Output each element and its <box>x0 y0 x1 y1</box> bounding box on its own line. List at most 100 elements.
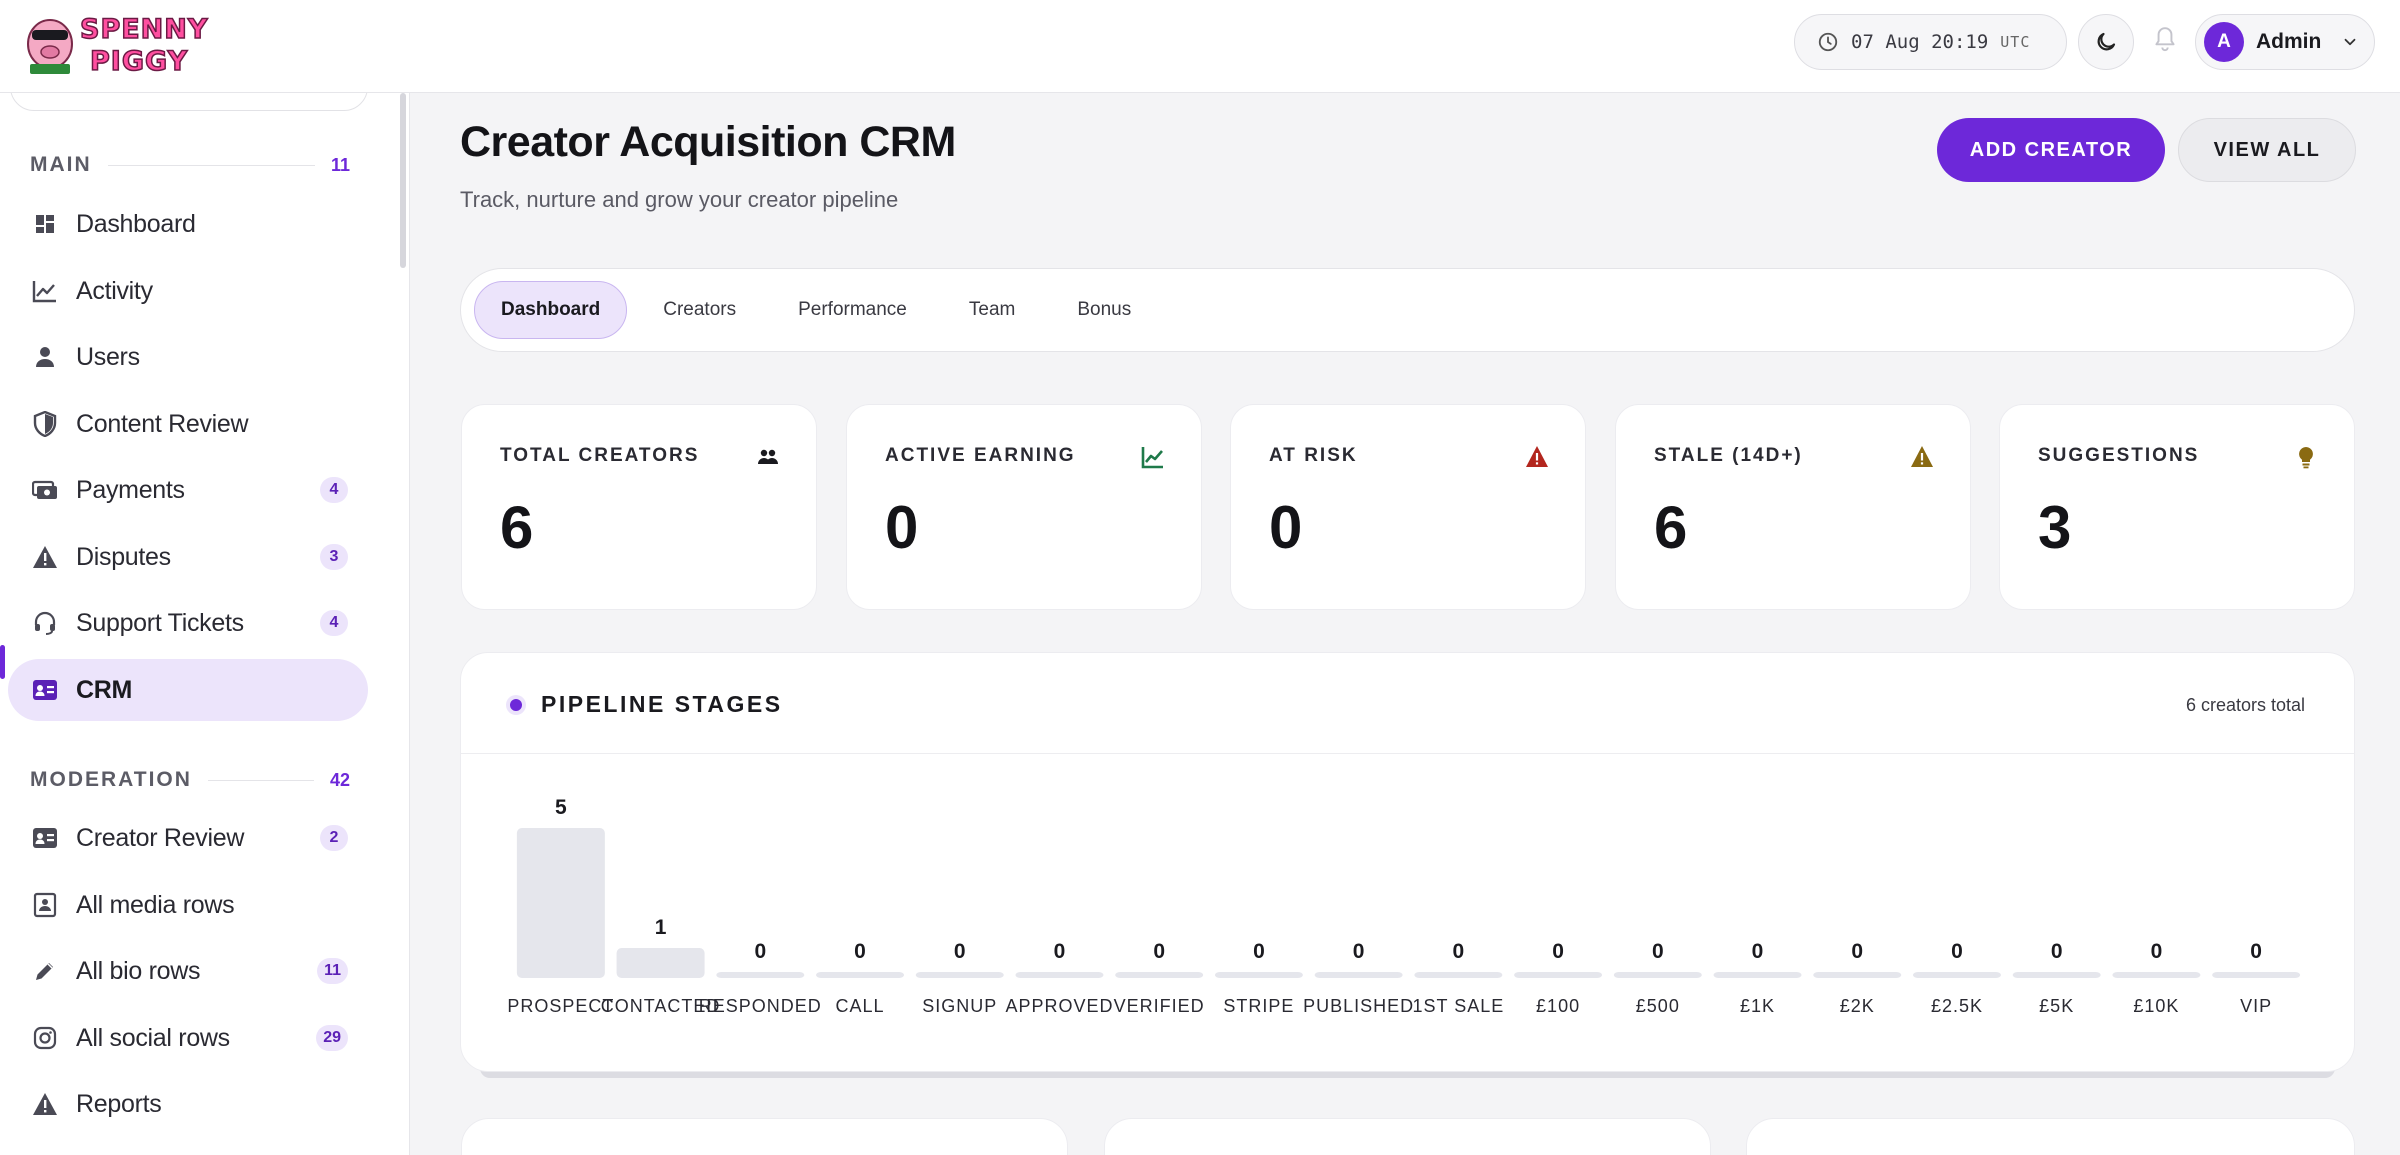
sidebar-item-creator-review[interactable]: Creator Review 2 <box>8 807 368 869</box>
clock-icon <box>1818 32 1838 52</box>
sidebar-item-reports[interactable]: Reports <box>8 1073 368 1135</box>
pipeline-bar-value: 0 <box>854 940 866 963</box>
count-badge: 4 <box>320 477 348 503</box>
pipeline-chart: 5 PROSPECT 1 CONTACTED 0 RESPONDED 0 CALL 0 SIGNU… <box>507 796 2301 1016</box>
section-count: 11 <box>330 154 350 175</box>
stat-label: SUGGESTIONS <box>2038 445 2200 466</box>
section-divider <box>207 779 314 781</box>
pipeline-bar-value: 0 <box>954 940 966 963</box>
pipeline-bar <box>716 972 805 978</box>
pipeline-stage-label: SIGNUP <box>922 996 997 1016</box>
sidebar-item-label: Content Review <box>76 409 249 438</box>
pipeline-stage-label: RESPONDED <box>699 996 822 1016</box>
page-subtitle: Track, nurture and grow your creator pip… <box>460 187 899 212</box>
pipeline-bar-value: 0 <box>1552 940 1564 963</box>
pipeline-bar <box>1713 972 1802 978</box>
sidebar-scrollbar[interactable] <box>400 93 406 268</box>
activity-icon <box>30 276 60 306</box>
pipeline-divider <box>461 753 2354 754</box>
warning-icon <box>1526 446 1548 467</box>
stat-value: 0 <box>885 494 919 561</box>
sidebar-item-payments[interactable]: Payments 4 <box>8 459 368 521</box>
pipeline-bar-value: 1 <box>655 916 667 939</box>
sidebar-item-all-social-rows[interactable]: All social rows 29 <box>8 1007 368 1069</box>
pipeline-stage-label: APPROVED <box>1005 996 1113 1016</box>
svg-text:PIGGY: PIGGY <box>90 46 188 76</box>
user-menu[interactable]: A Admin <box>2195 14 2375 70</box>
pipeline-bar-value: 0 <box>2250 940 2262 963</box>
pipeline-bar <box>1912 972 2001 978</box>
stat-value: 0 <box>1269 494 1303 561</box>
pipeline-bar <box>516 828 605 978</box>
pipeline-stage-label: 1ST SALE <box>1413 996 1505 1016</box>
stat-value: 6 <box>500 494 534 561</box>
stat-value: 6 <box>1654 494 1688 561</box>
section-title: MAIN <box>30 153 92 176</box>
sidebar-item-support-tickets[interactable]: Support Tickets 4 <box>8 592 368 654</box>
view-all-button[interactable]: VIEW ALL <box>2178 118 2356 182</box>
sidebar-item-all-media-rows[interactable]: All media rows <box>8 874 368 936</box>
users-icon <box>758 449 778 464</box>
pipeline-bar-value: 0 <box>1054 940 1066 963</box>
sidebar-item-content-review[interactable]: Content Review <box>8 393 368 455</box>
user-icon <box>30 342 60 372</box>
add-creator-button[interactable]: ADD CREATOR <box>1937 118 2165 182</box>
sidebar-item-label: CRM <box>76 675 133 704</box>
stat-label: ACTIVE EARNING <box>885 445 1076 466</box>
count-badge: 3 <box>320 544 348 570</box>
pencil-icon <box>30 956 60 986</box>
pipeline-dot <box>510 699 522 711</box>
pipeline-stage-label: £100 <box>1536 996 1580 1016</box>
sidebar-item-label: Disputes <box>76 542 171 571</box>
pipeline-bar-value: 0 <box>1851 940 1863 963</box>
notifications-button[interactable] <box>2147 18 2183 62</box>
sidebar-item-disputes[interactable]: Disputes 3 <box>8 526 368 588</box>
tab-performance[interactable]: Performance <box>798 299 907 320</box>
pipeline-bar-value: 0 <box>1353 940 1365 963</box>
pipeline-bar-value: 0 <box>1453 940 1465 963</box>
stat-label: TOTAL CREATORS <box>500 445 700 466</box>
utc-clock: 07 Aug 20:19 UTC <box>1794 14 2067 70</box>
sidebar-item-label: Reports <box>76 1089 162 1118</box>
brand-logo[interactable]: SPENNY PIGGY <box>22 6 244 76</box>
warning-icon <box>30 542 60 572</box>
lightbulb-icon <box>2299 447 2313 469</box>
sidebar-item-all-bio-rows[interactable]: All bio rows 11 <box>8 940 368 1002</box>
pipeline-bar-value: 0 <box>1752 940 1764 963</box>
pipeline-total: 6 creators total <box>2185 695 2305 715</box>
pipeline-bar-value: 0 <box>754 940 766 963</box>
tab-dashboard[interactable]: Dashboard <box>474 281 628 339</box>
sidebar-item-label: All bio rows <box>76 956 201 985</box>
bottom-card-middle <box>1104 1118 1711 1155</box>
tab-bonus[interactable]: Bonus <box>1077 299 1132 320</box>
sidebar-item-label: Dashboard <box>76 209 196 238</box>
sidebar-item-crm[interactable]: CRM <box>8 659 368 721</box>
instagram-icon <box>30 1023 60 1053</box>
pipeline-stage-label: £2K <box>1840 996 1875 1016</box>
theme-toggle-button[interactable] <box>2078 14 2134 70</box>
pipeline-bar <box>616 948 705 978</box>
pipeline-stage-label: £500 <box>1636 996 1680 1016</box>
sidebar-item-dashboard[interactable]: Dashboard <box>8 193 368 255</box>
pipeline-bar <box>1214 972 1303 978</box>
pipeline-bar-value: 0 <box>2151 940 2163 963</box>
tab-team[interactable]: Team <box>968 299 1016 320</box>
tab-creators[interactable]: Creators <box>663 299 737 320</box>
pipeline-bar <box>1514 972 1603 978</box>
avatar: A <box>2204 22 2244 62</box>
pipeline-title: PIPELINE STAGES <box>541 691 783 717</box>
sidebar: MAIN 11 Dashboard Activity Users Content… <box>0 93 410 1155</box>
stat-card-stale: STALE (14D+) 6 <box>1615 404 1971 610</box>
stat-card-suggestions: SUGGESTIONS 3 <box>1999 404 2355 610</box>
sidebar-search[interactable] <box>10 93 368 111</box>
pipeline-stage-label: £2.5K <box>1931 996 1983 1016</box>
stat-card-at-risk: AT RISK 0 <box>1230 404 1586 610</box>
pipeline-bar <box>1314 972 1403 978</box>
media-icon <box>30 890 60 920</box>
payments-icon <box>30 475 60 505</box>
sidebar-item-users[interactable]: Users <box>8 326 368 388</box>
pipeline-stage-label: VIP <box>2240 996 2272 1016</box>
section-count: 42 <box>329 769 350 790</box>
sidebar-item-activity[interactable]: Activity <box>8 260 368 322</box>
moon-icon <box>2097 32 2116 51</box>
